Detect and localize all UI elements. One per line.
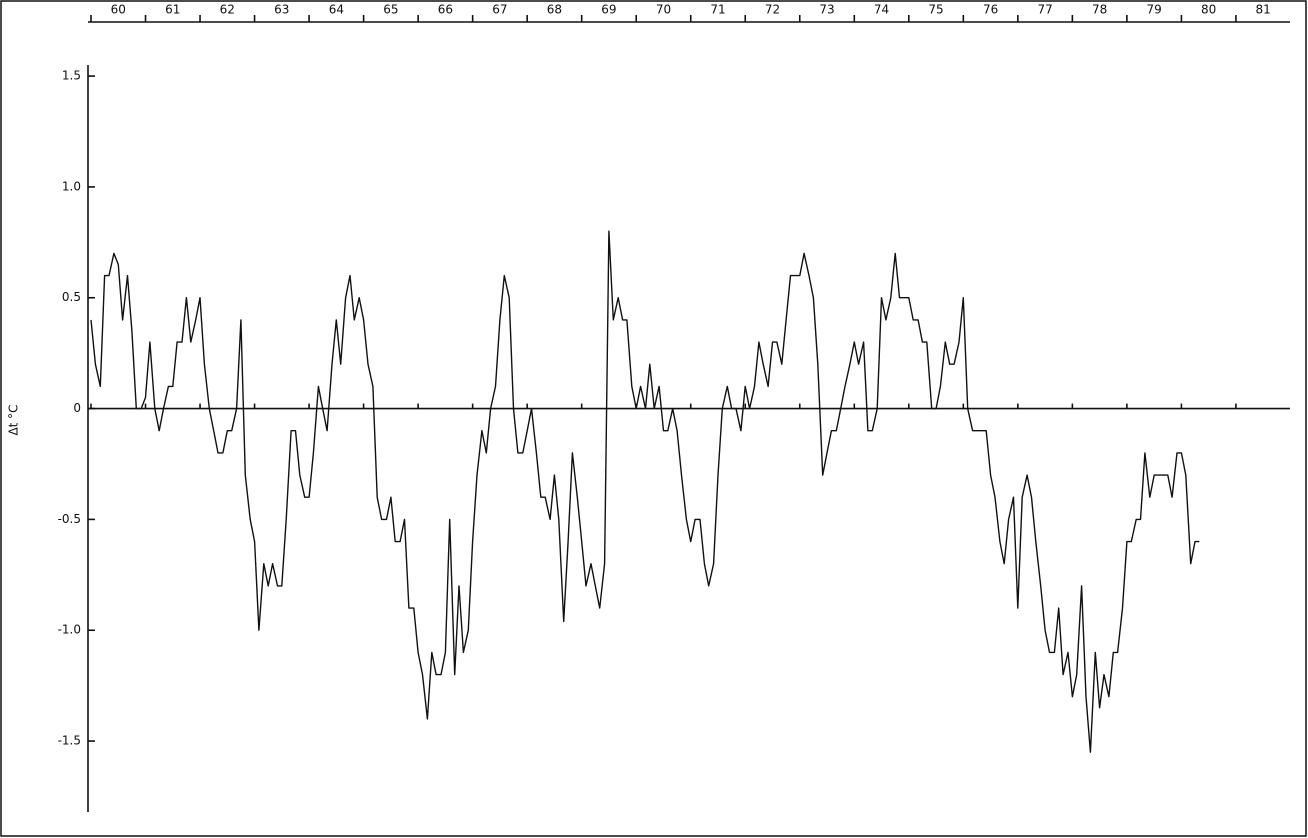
x-tick-label: 62 bbox=[220, 3, 235, 17]
y-tick-label: 1.5 bbox=[62, 69, 81, 83]
y-tick-label: 1.0 bbox=[62, 179, 81, 193]
y-tick-label: -0.5 bbox=[58, 512, 81, 526]
x-tick-label: 77 bbox=[1037, 3, 1052, 17]
x-tick-label: 81 bbox=[1256, 3, 1271, 17]
x-tick-label: 76 bbox=[983, 3, 998, 17]
x-tick-label: 75 bbox=[928, 3, 943, 17]
x-tick-label: 70 bbox=[656, 3, 671, 17]
y-tick-label: -1.5 bbox=[58, 734, 81, 748]
x-tick-label: 63 bbox=[274, 3, 289, 17]
x-tick-label: 78 bbox=[1092, 3, 1107, 17]
x-tick-label: 66 bbox=[438, 3, 453, 17]
x-tick-label: 67 bbox=[492, 3, 507, 17]
x-tick-label: 79 bbox=[1147, 3, 1162, 17]
x-tick-label: 61 bbox=[165, 3, 180, 17]
x-tick-label: 73 bbox=[819, 3, 834, 17]
y-tick-label: 0.5 bbox=[62, 290, 81, 304]
x-tick-label: 69 bbox=[601, 3, 616, 17]
y-axis-label: Δt °C bbox=[7, 404, 21, 435]
y-tick-label: 0 bbox=[73, 401, 81, 415]
x-tick-label: 72 bbox=[765, 3, 780, 17]
data-line bbox=[90, 230, 1200, 753]
x-tick-label: 80 bbox=[1201, 3, 1216, 17]
x-tick-label: 68 bbox=[547, 3, 562, 17]
x-tick-label: 71 bbox=[710, 3, 725, 17]
x-tick-label: 65 bbox=[383, 3, 398, 17]
x-tick-label: 60 bbox=[111, 3, 126, 17]
y-tick-label: -1.0 bbox=[58, 623, 81, 637]
x-tick-label: 74 bbox=[874, 3, 889, 17]
x-tick-label: 64 bbox=[329, 3, 344, 17]
